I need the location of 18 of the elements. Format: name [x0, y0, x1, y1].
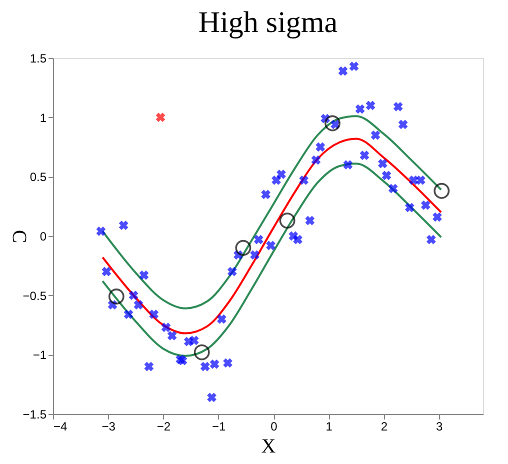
x-tick-label: 0 [270, 420, 278, 434]
y-tick-label: −1 [32, 348, 47, 362]
x-tick-label: 1 [326, 420, 333, 434]
y-axis-title: C [8, 230, 30, 244]
x-tick-label: −1 [212, 420, 226, 434]
x-tick-label: 2 [380, 420, 388, 434]
y-tick-label: −1.5 [22, 408, 47, 422]
x-axis-title: X [261, 436, 276, 458]
x-tick-label: 3 [436, 420, 444, 434]
y-tick-label: −0.5 [22, 288, 47, 303]
x-tick-label: −4 [54, 420, 68, 434]
y-tick-label: 0.5 [30, 170, 47, 184]
y-tick-label: 0 [40, 230, 47, 244]
y-tick-label: 1.5 [30, 52, 47, 66]
x-tick-label: −3 [102, 420, 116, 434]
y-tick-label: 1 [40, 110, 47, 125]
x-tick-label: −2 [156, 420, 171, 434]
chart-title: High sigma [198, 6, 338, 39]
